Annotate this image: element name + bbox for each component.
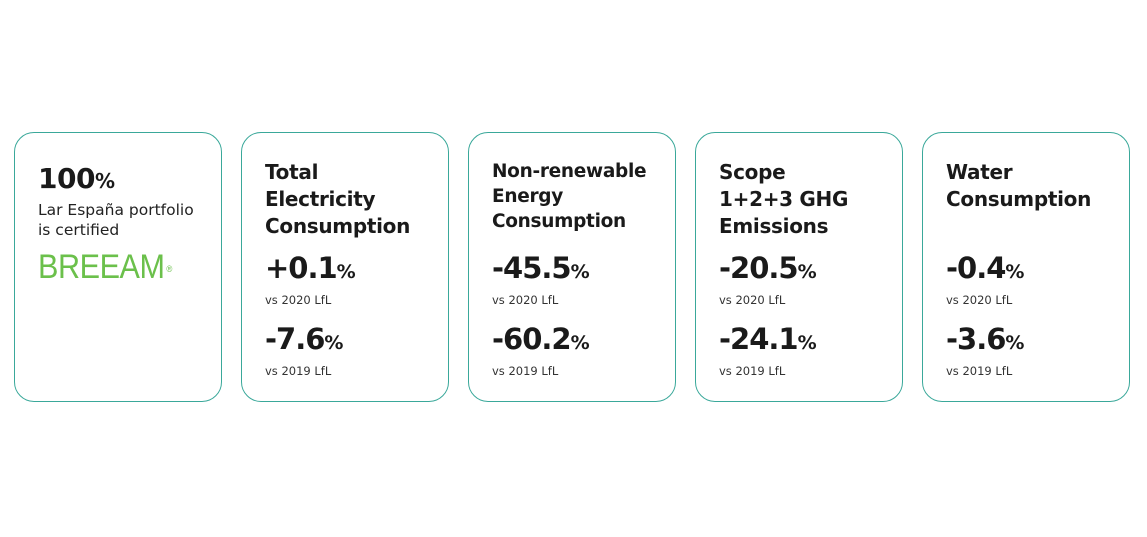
metric-title-line: Scope — [719, 160, 786, 184]
certification-value: 100% — [38, 163, 221, 197]
metric-title-line: Total — [265, 160, 319, 184]
value-number: -45.5 — [492, 251, 572, 285]
metric-value-2019: -7.6% — [265, 323, 448, 359]
certification-card: 100% Lar España portfolio is certified B… — [14, 132, 222, 402]
registered-mark: ® — [166, 264, 172, 274]
value-number: -7.6 — [265, 322, 325, 356]
metric-value-2020: +0.1% — [265, 252, 448, 288]
metric-title-line: Electricity — [265, 187, 376, 211]
description-line-1: Lar España portfolio — [38, 201, 194, 219]
value-number: -20.5 — [719, 251, 799, 285]
metric-label-2019: vs 2019 LfL — [946, 364, 1013, 378]
metric-label-2020: vs 2020 LfL — [719, 293, 786, 307]
metric-title-line: Consumption — [946, 187, 1092, 211]
metric-card-non-renewable-energy: Non-renewable Energy Consumption -45.5% … — [468, 132, 676, 402]
metric-label-2019: vs 2019 LfL — [265, 364, 332, 378]
metric-title-line: Consumption — [265, 214, 411, 238]
value-number: -3.6 — [946, 322, 1006, 356]
value-number: -0.4 — [946, 251, 1006, 285]
breeam-logo-text: BREEAM — [38, 248, 165, 286]
value-unit: % — [336, 261, 356, 283]
metric-value-2020: -0.4% — [946, 252, 1129, 288]
metric-title-line: Water — [946, 160, 1013, 184]
metric-title: Scope 1+2+3 GHG Emissions — [719, 159, 902, 240]
value-number: -60.2 — [492, 322, 572, 356]
metric-label-2019: vs 2019 LfL — [492, 364, 559, 378]
metric-title: Non-renewable Energy Consumption — [492, 159, 675, 240]
metric-title-line: Consumption — [492, 211, 626, 232]
value-number: -24.1 — [719, 322, 799, 356]
metric-title: Water Consumption — [946, 159, 1129, 240]
metric-title-line: Energy — [492, 186, 563, 207]
description-line-2: is certified — [38, 221, 120, 239]
metric-card-electricity: Total Electricity Consumption +0.1% vs 2… — [241, 132, 449, 402]
metric-title-line: Emissions — [719, 214, 829, 238]
value-unit: % — [797, 261, 817, 283]
metric-value-2019: -60.2% — [492, 323, 675, 359]
value-unit: % — [1005, 261, 1025, 283]
value-unit: % — [324, 332, 344, 354]
value-unit: % — [570, 332, 590, 354]
certification-unit: % — [94, 169, 115, 193]
value-unit: % — [797, 332, 817, 354]
metric-card-water: Water Consumption -0.4% vs 2020 LfL -3.6… — [922, 132, 1130, 402]
metric-title-line: Non-renewable — [492, 161, 647, 182]
metric-value-2019: -24.1% — [719, 323, 902, 359]
metric-label-2019: vs 2019 LfL — [719, 364, 786, 378]
metric-value-2020: -45.5% — [492, 252, 675, 288]
metric-value-2020: -20.5% — [719, 252, 902, 288]
metric-label-2020: vs 2020 LfL — [265, 293, 332, 307]
value-unit: % — [1005, 332, 1025, 354]
metric-title-line: 1+2+3 GHG — [719, 187, 849, 211]
certification-number: 100 — [38, 162, 95, 195]
value-unit: % — [570, 261, 590, 283]
certification-description: Lar España portfolio is certified — [38, 200, 221, 240]
metric-label-2020: vs 2020 LfL — [946, 293, 1013, 307]
metric-label-2020: vs 2020 LfL — [492, 293, 559, 307]
metric-value-2019: -3.6% — [946, 323, 1129, 359]
breeam-logo: BREEAM ® — [38, 250, 172, 284]
metric-card-ghg-emissions: Scope 1+2+3 GHG Emissions -20.5% vs 2020… — [695, 132, 903, 402]
value-number: +0.1 — [265, 251, 338, 285]
metric-title: Total Electricity Consumption — [265, 159, 448, 240]
